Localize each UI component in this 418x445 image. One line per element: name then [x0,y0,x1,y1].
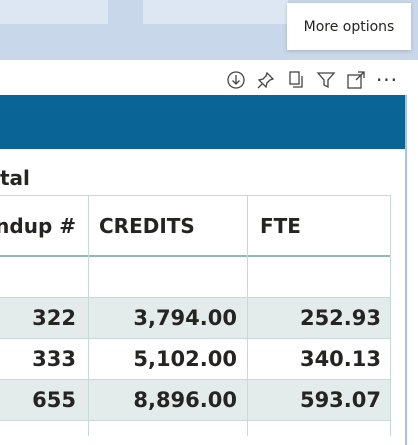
visual-title-band [0,95,405,149]
cell-fte: 340.13 [299,347,381,371]
cell-headcount: 322 [32,306,76,330]
column-header-headcount[interactable]: ndup # [0,214,76,238]
canvas-tile [143,0,288,24]
visual-header-toolbar: ··· [224,66,400,94]
group-header-label: tal [0,166,30,190]
cell-credits: 8,896.00 [133,388,237,412]
more-options-tooltip: More options [287,3,411,50]
table-row[interactable]: 655 8,896.00 593.07 [0,380,391,420]
header-underline [0,255,391,257]
cell-headcount: 655 [32,388,76,412]
drill-down-icon[interactable] [224,68,248,92]
cell-fte: 593.07 [299,388,381,412]
copy-icon[interactable] [284,68,308,92]
pin-icon[interactable] [254,68,278,92]
table-divider [0,338,391,339]
table-row[interactable]: 322 3,794.00 252.93 [0,298,391,338]
table-divider [0,195,391,196]
column-separator [88,196,89,436]
more-options-icon[interactable]: ··· [375,68,399,92]
table-row[interactable]: 333 5,102.00 340.13 [0,339,391,379]
filter-icon[interactable] [314,68,338,92]
table-divider [0,420,391,421]
column-separator [390,196,391,436]
column-header-credits[interactable]: CREDITS [99,214,195,238]
cell-credits: 3,794.00 [133,306,237,330]
table-divider [0,297,391,298]
cell-credits: 5,102.00 [133,347,237,371]
column-separator [247,196,248,436]
cell-fte: 252.93 [299,306,381,330]
table-divider [0,379,391,380]
focus-mode-icon[interactable] [344,68,368,92]
cell-headcount: 333 [32,347,76,371]
canvas-tile [0,0,108,24]
column-header-fte[interactable]: FTE [260,214,301,238]
table-visual[interactable]: tal ndup # CREDITS FTE 322 3,794.00 252.… [0,95,407,445]
